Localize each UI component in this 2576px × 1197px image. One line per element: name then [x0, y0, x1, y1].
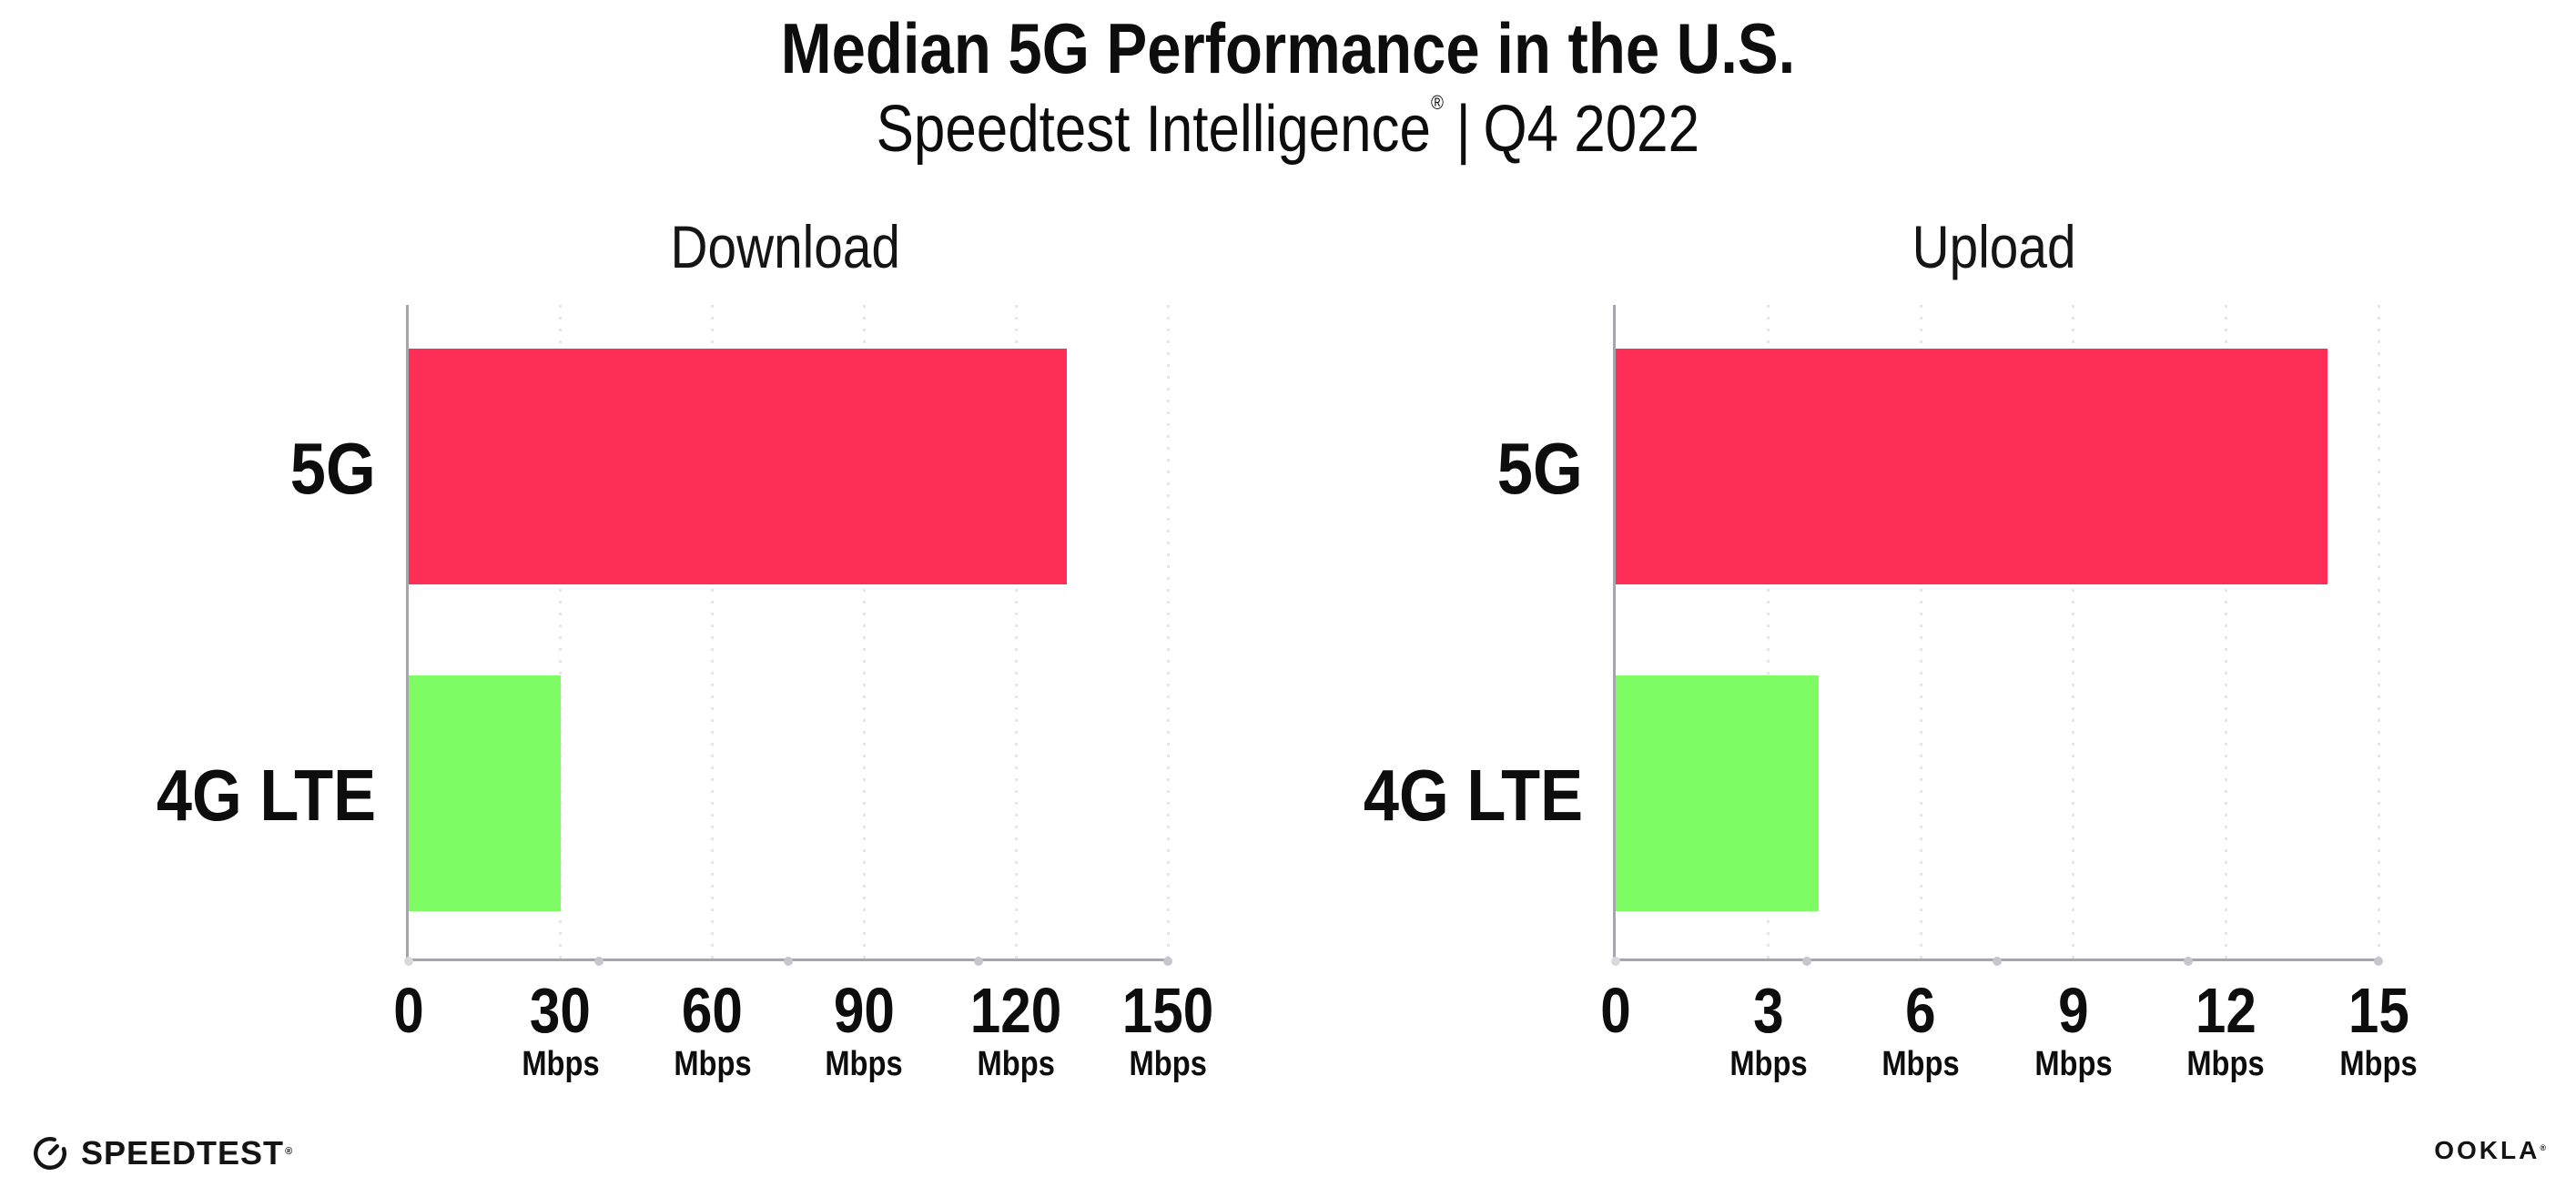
- x-tick-unit: Mbps: [2034, 1045, 2113, 1083]
- gridline-9-mbps: [2072, 305, 2075, 959]
- x-tick-value: 12: [2195, 975, 2257, 1046]
- upload-chart-title-text: Upload: [1912, 213, 2076, 280]
- gridline-60-mbps: [711, 305, 715, 959]
- x-tick-unit: Mbps: [1729, 1045, 1808, 1083]
- x-tick-90: 90 Mbps: [819, 979, 909, 1081]
- speedtest-registered-icon: ®: [285, 1146, 294, 1157]
- axis-tick-dot: [2183, 957, 2193, 966]
- x-tick-0: 0: [391, 979, 427, 1042]
- axis-tick-dot: [973, 957, 983, 966]
- x-tick-value: 120: [969, 975, 1062, 1046]
- x-tick-120: 120 Mbps: [963, 979, 1070, 1081]
- x-tick-value: 0: [1600, 975, 1631, 1046]
- x-tick-3: 3 Mbps: [1723, 979, 1813, 1081]
- axis-tick-dot: [1163, 957, 1172, 966]
- category-label-text: 4G LTE: [156, 754, 376, 836]
- x-tick-value: 30: [530, 975, 592, 1046]
- x-tick-12: 12 Mbps: [2181, 979, 2271, 1081]
- category-label-text: 5G: [290, 427, 376, 509]
- gridline-90-mbps: [862, 305, 866, 959]
- speedtest-logo: SPEEDTEST®: [31, 1134, 292, 1172]
- gridline-150-mbps: [1166, 305, 1170, 959]
- page-title-text: Median 5G Performance in the U.S.: [780, 8, 1796, 88]
- ookla-wordmark: OOKLA: [2434, 1136, 2541, 1164]
- x-tick-unit: Mbps: [2186, 1045, 2266, 1083]
- axis-tick-dot: [1993, 957, 2002, 966]
- x-tick-unit: Mbps: [2339, 1045, 2418, 1083]
- bar-5g-upload: [1616, 349, 2328, 584]
- x-tick-unit: Mbps: [673, 1045, 752, 1083]
- page-subtitle: Speedtest Intelligence® | Q4 2022: [0, 91, 2576, 166]
- x-tick-60: 60 Mbps: [667, 979, 757, 1081]
- bar-4g-lte-upload: [1616, 675, 1820, 911]
- x-tick-unit: Mbps: [522, 1045, 600, 1083]
- x-tick-value: 3: [1752, 975, 1784, 1046]
- page-title: Median 5G Performance in the U.S.: [0, 13, 2576, 84]
- x-tick-value: 90: [833, 975, 895, 1046]
- bar-4g-lte-download: [409, 675, 561, 911]
- axis-tick-dot: [593, 957, 603, 966]
- x-tick-value: 9: [2058, 975, 2089, 1046]
- subtitle-period: Q4 2022: [1483, 93, 1700, 166]
- x-tick-unit: Mbps: [977, 1045, 1055, 1083]
- x-tick-value: 6: [1905, 975, 1936, 1046]
- x-tick-unit: Mbps: [1129, 1045, 1207, 1083]
- download-chart-title-text: Download: [670, 213, 901, 280]
- speedtest-wordmark: SPEEDTEST®: [81, 1137, 292, 1170]
- axis-tick-dot: [1611, 957, 1620, 966]
- category-label-text: 5G: [1497, 427, 1583, 509]
- axis-tick-dot: [404, 957, 413, 966]
- gridline-6-mbps: [1919, 305, 1922, 959]
- upload-plot-area: 5G 4G LTE 0 3 Mbps 6 Mbps 9 Mbps 12 Mbps 15 Mbps: [1364, 305, 2418, 1081]
- axis-tick-dot: [2374, 957, 2383, 966]
- upload-chart-title: Upload: [1613, 217, 2376, 277]
- download-chart-title: Download: [406, 217, 1165, 277]
- ookla-registered-icon: ®: [2540, 1143, 2549, 1152]
- speedtest-wordmark-text: SPEEDTEST: [81, 1134, 285, 1172]
- x-tick-30: 30 Mbps: [515, 979, 605, 1081]
- x-tick-150: 150 Mbps: [1115, 979, 1222, 1081]
- subtitle-divider: |: [1455, 93, 1471, 166]
- x-tick-value: 60: [682, 975, 744, 1046]
- gridline-3-mbps: [1767, 305, 1770, 959]
- x-tick-value: 15: [2348, 975, 2409, 1046]
- gridline-30-mbps: [559, 305, 563, 959]
- gridline-12-mbps: [2224, 305, 2227, 959]
- category-label-text: 4G LTE: [1363, 754, 1583, 836]
- axis-tick-dot: [1801, 957, 1811, 966]
- x-tick-0: 0: [1598, 979, 1634, 1042]
- download-plot-area: 5G 4G LTE 0 30 Mbps 60 Mbps 90 Mbps 120 Mbps 150 Mbp…: [157, 305, 1213, 1081]
- speedtest-gauge-icon: [31, 1134, 69, 1172]
- x-tick-6: 6 Mbps: [1876, 979, 1966, 1081]
- gridline-120-mbps: [1014, 305, 1018, 959]
- x-tick-value: 150: [1121, 975, 1214, 1046]
- x-tick-15: 15 Mbps: [2333, 979, 2423, 1081]
- subtitle-brand: Speedtest Intelligence: [876, 93, 1432, 166]
- category-label-4g-lte: 4G LTE: [1334, 754, 1583, 836]
- ookla-logo: OOKLA®: [2434, 1138, 2549, 1163]
- category-label-5g: 5G: [1486, 427, 1583, 509]
- bar-5g-download: [409, 349, 1067, 584]
- x-tick-9: 9 Mbps: [2028, 979, 2118, 1081]
- axis-tick-dot: [784, 957, 793, 966]
- x-tick-unit: Mbps: [1881, 1045, 1960, 1083]
- x-tick-value: 0: [393, 975, 424, 1046]
- category-label-4g-lte: 4G LTE: [127, 754, 376, 836]
- registered-trademark-icon: ®: [1431, 91, 1445, 114]
- gridline-15-mbps: [2377, 305, 2380, 959]
- x-tick-unit: Mbps: [825, 1045, 904, 1083]
- category-label-5g: 5G: [279, 427, 376, 509]
